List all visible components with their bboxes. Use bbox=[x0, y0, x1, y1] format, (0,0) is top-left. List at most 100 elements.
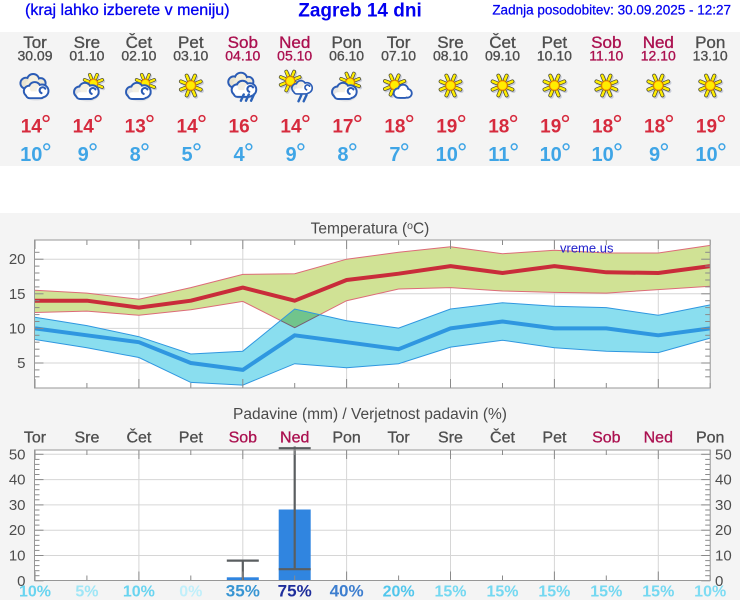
svg-text:Čet: Čet bbox=[126, 33, 153, 52]
svg-text:5%: 5% bbox=[75, 584, 98, 601]
svg-text:18: 18 bbox=[644, 117, 665, 138]
svg-text:50: 50 bbox=[9, 446, 26, 463]
svg-text:4: 4 bbox=[234, 144, 246, 166]
svg-text:07.10: 07.10 bbox=[381, 48, 416, 64]
svg-text:15%: 15% bbox=[486, 584, 518, 601]
svg-text:20: 20 bbox=[9, 251, 26, 268]
svg-text:Ned: Ned bbox=[279, 33, 310, 52]
svg-text:15: 15 bbox=[9, 286, 26, 303]
svg-text:(kraj lahko izberete v meniju): (kraj lahko izberete v meniju) bbox=[25, 2, 230, 19]
svg-text:14: 14 bbox=[177, 117, 199, 138]
svg-text:10%: 10% bbox=[694, 584, 726, 601]
svg-text:Pon: Pon bbox=[332, 430, 360, 447]
svg-text:19: 19 bbox=[696, 117, 717, 138]
svg-text:0: 0 bbox=[715, 573, 723, 590]
svg-text:Ned: Ned bbox=[643, 33, 674, 52]
svg-text:Zadnja posodobitev: 30.09.2025: Zadnja posodobitev: 30.09.2025 - 12:27 bbox=[492, 3, 731, 18]
svg-text:08.10: 08.10 bbox=[433, 48, 468, 64]
svg-text:01.10: 01.10 bbox=[69, 48, 104, 64]
svg-text:20%: 20% bbox=[383, 584, 415, 601]
svg-text:05.10: 05.10 bbox=[277, 48, 312, 64]
svg-text:10: 10 bbox=[591, 144, 613, 166]
svg-text:Sob: Sob bbox=[229, 430, 258, 447]
svg-text:30: 30 bbox=[715, 497, 732, 514]
svg-text:40: 40 bbox=[9, 472, 26, 489]
svg-text:16: 16 bbox=[229, 117, 250, 138]
svg-text:Čet: Čet bbox=[490, 428, 515, 447]
svg-text:Tor: Tor bbox=[387, 33, 411, 52]
svg-text:10: 10 bbox=[436, 144, 458, 166]
svg-text:Sre: Sre bbox=[74, 33, 100, 52]
svg-text:10%: 10% bbox=[123, 584, 155, 601]
svg-text:12.10: 12.10 bbox=[641, 48, 676, 64]
svg-text:18: 18 bbox=[384, 117, 405, 138]
svg-text:Sre: Sre bbox=[438, 430, 463, 447]
svg-text:19: 19 bbox=[436, 117, 457, 138]
svg-text:15%: 15% bbox=[434, 584, 466, 601]
svg-text:40%: 40% bbox=[330, 582, 364, 601]
svg-text:Čet: Čet bbox=[489, 33, 516, 52]
svg-text:Pet: Pet bbox=[179, 430, 204, 447]
svg-text:15%: 15% bbox=[538, 584, 570, 601]
svg-text:Ned: Ned bbox=[644, 430, 673, 447]
svg-text:14: 14 bbox=[21, 117, 43, 138]
svg-text:40: 40 bbox=[715, 472, 732, 489]
svg-text:Sre: Sre bbox=[437, 33, 463, 52]
svg-text:13: 13 bbox=[125, 117, 146, 138]
svg-text:11: 11 bbox=[488, 144, 509, 166]
svg-text:30.09: 30.09 bbox=[17, 48, 52, 64]
svg-text:35%: 35% bbox=[226, 582, 260, 601]
svg-text:10: 10 bbox=[20, 144, 42, 166]
svg-text:30: 30 bbox=[9, 497, 26, 514]
svg-text:0: 0 bbox=[17, 573, 25, 590]
svg-text:09.10: 09.10 bbox=[485, 48, 520, 64]
svg-text:17: 17 bbox=[332, 117, 353, 138]
svg-text:9: 9 bbox=[285, 144, 296, 166]
svg-text:50: 50 bbox=[715, 446, 732, 463]
svg-text:Pon: Pon bbox=[331, 33, 361, 52]
svg-text:14: 14 bbox=[280, 117, 302, 138]
svg-text:10: 10 bbox=[695, 144, 717, 166]
svg-text:Pet: Pet bbox=[178, 33, 204, 52]
svg-text:10: 10 bbox=[540, 144, 562, 166]
svg-text:8: 8 bbox=[337, 144, 348, 166]
svg-text:8: 8 bbox=[130, 144, 141, 166]
svg-text:5: 5 bbox=[182, 144, 193, 166]
svg-text:02.10: 02.10 bbox=[121, 48, 156, 64]
svg-text:04.10: 04.10 bbox=[225, 48, 260, 64]
svg-text:Sob: Sob bbox=[592, 430, 621, 447]
svg-text:Sre: Sre bbox=[74, 430, 99, 447]
svg-text:Čet: Čet bbox=[126, 428, 151, 447]
svg-text:Ned: Ned bbox=[280, 430, 309, 447]
svg-text:13.10: 13.10 bbox=[693, 48, 728, 64]
svg-text:75%: 75% bbox=[278, 582, 312, 601]
svg-text:18: 18 bbox=[592, 117, 613, 138]
svg-text:vreme.us: vreme.us bbox=[560, 241, 614, 256]
svg-text:Zagreb 14 dni: Zagreb 14 dni bbox=[298, 1, 422, 22]
svg-text:Temperatura (oC): Temperatura (oC) bbox=[311, 220, 430, 238]
svg-text:14: 14 bbox=[73, 117, 95, 138]
svg-text:06.10: 06.10 bbox=[329, 48, 364, 64]
svg-text:19: 19 bbox=[540, 117, 561, 138]
svg-text:03.10: 03.10 bbox=[173, 48, 208, 64]
svg-text:Pon: Pon bbox=[696, 430, 724, 447]
svg-text:20: 20 bbox=[9, 522, 26, 539]
svg-text:0%: 0% bbox=[179, 584, 202, 601]
svg-text:Sob: Sob bbox=[591, 33, 621, 52]
svg-text:10: 10 bbox=[9, 548, 26, 565]
svg-text:18: 18 bbox=[488, 117, 509, 138]
svg-text:9: 9 bbox=[78, 144, 89, 166]
svg-text:15%: 15% bbox=[590, 584, 622, 601]
svg-text:15%: 15% bbox=[642, 584, 674, 601]
svg-text:7: 7 bbox=[389, 144, 400, 166]
svg-text:20: 20 bbox=[715, 522, 732, 539]
svg-text:10: 10 bbox=[715, 548, 732, 565]
svg-text:10: 10 bbox=[9, 320, 26, 337]
svg-text:10%: 10% bbox=[19, 584, 51, 601]
svg-text:11.10: 11.10 bbox=[589, 48, 623, 64]
svg-text:Tor: Tor bbox=[23, 33, 47, 52]
svg-text:Tor: Tor bbox=[387, 430, 410, 447]
svg-text:Pet: Pet bbox=[542, 430, 567, 447]
svg-text:Sob: Sob bbox=[228, 33, 258, 52]
svg-text:9: 9 bbox=[649, 144, 660, 166]
